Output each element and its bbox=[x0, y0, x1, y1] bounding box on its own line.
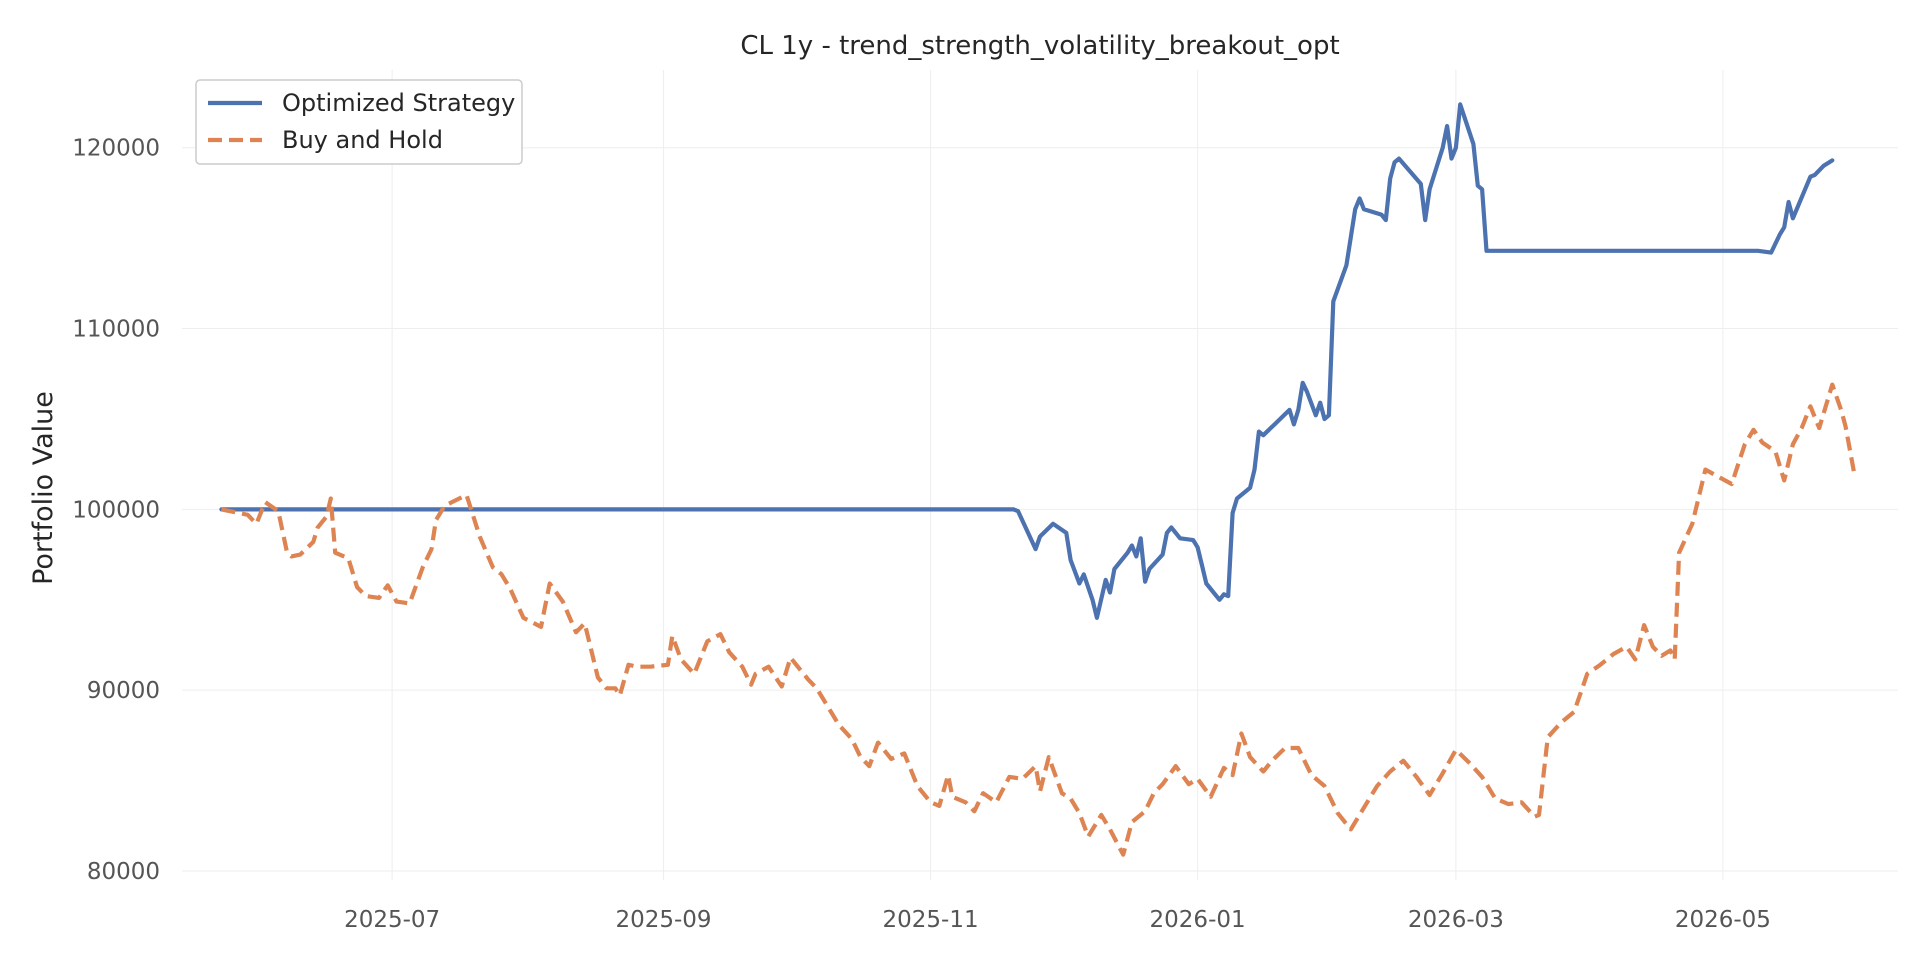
x-tick-label: 2026-01 bbox=[1150, 907, 1246, 933]
chart-title: CL 1y - trend_strength_volatility_breako… bbox=[740, 31, 1339, 61]
y-tick-label: 110000 bbox=[72, 317, 160, 343]
x-tick-label: 2026-03 bbox=[1408, 907, 1504, 933]
y-axis: 80000 90000 100000 110000 120000 bbox=[72, 136, 160, 885]
y-axis-label: Portfolio Value bbox=[28, 391, 59, 585]
series-line-buy-and-hold bbox=[220, 382, 1857, 857]
legend-label-optimized-strategy: Optimized Strategy bbox=[282, 89, 515, 117]
y-tick-label: 90000 bbox=[87, 678, 160, 704]
y-tick-label: 100000 bbox=[72, 497, 160, 523]
x-tick-label: 2025-11 bbox=[883, 907, 979, 933]
series-line-optimized-strategy bbox=[219, 102, 1835, 620]
x-tick-label: 2025-07 bbox=[344, 907, 440, 933]
x-axis: 2025-07 2025-09 2025-11 2026-01 2026-03 2026-… bbox=[344, 907, 1771, 933]
y-tick-label: 120000 bbox=[72, 136, 160, 162]
x-tick-label: 2026-05 bbox=[1675, 907, 1771, 933]
legend-box bbox=[195, 79, 523, 165]
y-tick-label: 80000 bbox=[87, 859, 160, 885]
legend: Optimized Strategy Buy and Hold bbox=[195, 79, 523, 165]
x-tick-label: 2025-09 bbox=[615, 907, 711, 933]
legend-label-buy-and-hold: Buy and Hold bbox=[282, 126, 443, 154]
plot-area bbox=[219, 102, 1857, 857]
